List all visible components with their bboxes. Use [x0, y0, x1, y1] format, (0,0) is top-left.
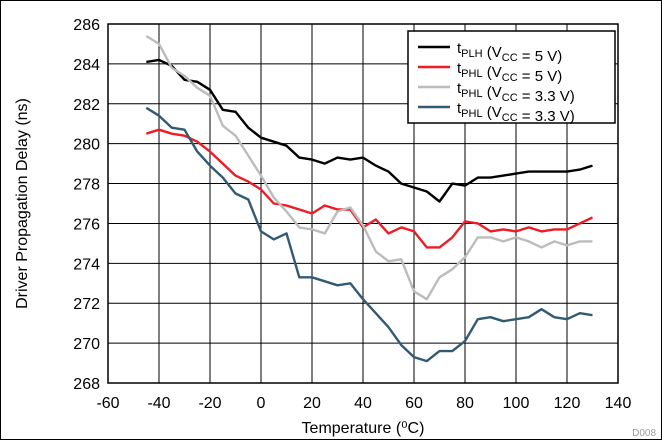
- x-tick-label: 20: [303, 395, 321, 412]
- series-line-1: [146, 58, 593, 203]
- legend-label: tPHL (VCC = 5 V): [457, 60, 562, 85]
- y-tick-label: 276: [73, 216, 100, 233]
- x-tick-labels: -60 -40 -20 0 20 40 60 80 100 120 140: [96, 395, 631, 412]
- x-tick-label: 140: [605, 395, 632, 412]
- y-tick-labels: 268 270 272 274 276 278 280 282 284 286: [73, 17, 100, 393]
- y-tick-label: 272: [73, 296, 100, 313]
- y-tick-label: 268: [73, 376, 100, 393]
- legend-label: tPHL (VCC = 3.3 V): [457, 100, 575, 125]
- x-tick-label: 120: [554, 395, 581, 412]
- legend-label: tPHL (VCC = 3.3 V): [457, 80, 575, 105]
- legend: tPLH (VCC = 5 V)tPHL (VCC = 5 V)tPHL (VC…: [407, 30, 616, 125]
- series-line-3: [145, 34, 593, 301]
- x-tick-label: -20: [198, 395, 221, 412]
- x-tick-label: 40: [354, 395, 372, 412]
- x-tick-label: 0: [257, 395, 266, 412]
- series-lines: [145, 34, 594, 363]
- x-tick-label: -60: [96, 395, 119, 412]
- x-axis-label: Temperature (⁰C): [302, 420, 425, 437]
- y-tick-label: 274: [73, 256, 100, 273]
- plot-area: [107, 23, 619, 384]
- x-tick-label: 100: [503, 395, 530, 412]
- y-tick-label: 270: [73, 336, 100, 353]
- legend-label: tPLH (VCC = 5 V): [457, 40, 562, 65]
- x-tick-label: 80: [456, 395, 474, 412]
- x-tick-label: 60: [405, 395, 423, 412]
- y-tick-label: 284: [73, 57, 100, 74]
- y-tick-label: 286: [73, 17, 100, 34]
- figure-id: D008: [632, 428, 656, 439]
- series-line-4: [145, 106, 593, 363]
- y-tick-label: 282: [73, 97, 100, 114]
- y-tick-label: 278: [73, 177, 100, 194]
- x-tick-label: -40: [147, 395, 170, 412]
- series-line-2: [145, 128, 594, 249]
- y-axis-label: Driver Propagation Delay (ns): [14, 98, 31, 309]
- y-tick-label: 280: [73, 137, 100, 154]
